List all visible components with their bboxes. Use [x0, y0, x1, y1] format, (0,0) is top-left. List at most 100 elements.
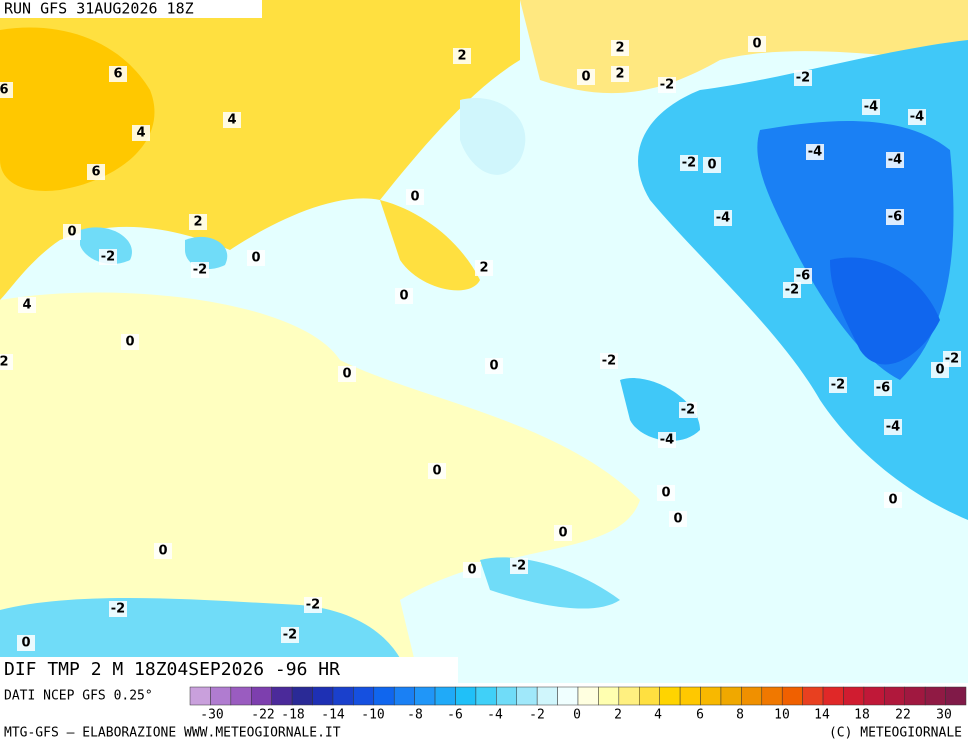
- colorbar-swatch: [618, 686, 640, 706]
- contour-label-bg: [874, 380, 892, 396]
- colorbar-label: -22: [251, 708, 274, 723]
- colorbar-label: 2: [614, 708, 622, 723]
- contour-label-bg: [485, 358, 503, 374]
- contour-label-bg: [63, 224, 81, 240]
- contour-label: -2: [306, 598, 320, 613]
- colorbar-swatch: [843, 686, 865, 706]
- contour-label-bg: [554, 525, 572, 541]
- contour-label-bg: [191, 262, 209, 278]
- contour-label: 0: [935, 363, 944, 378]
- contour-label-bg: [658, 77, 676, 93]
- contour-label: -2: [796, 71, 810, 86]
- colorbar-swatch: [291, 686, 313, 706]
- contour-label: -2: [193, 263, 207, 278]
- contour-label: -2: [681, 403, 695, 418]
- colorbar-swatch: [312, 686, 334, 706]
- contour-label: -4: [660, 433, 674, 448]
- contour-label: 4: [136, 126, 145, 141]
- colorbar-swatch: [557, 686, 579, 706]
- colorbar-swatch: [884, 686, 905, 706]
- colorbar-swatch: [659, 686, 681, 706]
- contour-label: 0: [707, 158, 716, 173]
- contour-label-bg: [17, 635, 35, 651]
- contour-label-bg: [0, 82, 13, 98]
- colorbar-label: -14: [321, 708, 345, 723]
- colorbar-swatch: [924, 686, 946, 706]
- contour-label: 0: [581, 70, 590, 85]
- contour-label: 6: [91, 165, 100, 180]
- colorbar-label: 14: [814, 708, 830, 723]
- colorbar-swatch: [781, 686, 803, 706]
- colorbar-swatch: [516, 686, 538, 706]
- contour-label-bg: [132, 125, 150, 141]
- contour-label: -6: [888, 210, 902, 225]
- colorbar-label: 10: [774, 708, 790, 723]
- colorbar-label: 22: [895, 708, 911, 723]
- contour-label-bg: [510, 558, 528, 574]
- colorbar-swatch: [700, 686, 722, 706]
- colorbar-label: 18: [854, 708, 870, 723]
- contour-label: 6: [113, 67, 122, 82]
- contour-label: 0: [467, 563, 476, 578]
- contour-label-bg: [154, 543, 172, 559]
- colorbar-swatch: [639, 686, 660, 706]
- contour-label-bg: [247, 250, 265, 266]
- colorbar-swatch: [210, 686, 232, 706]
- colorbar-label: 4: [654, 708, 662, 723]
- colorbar-swatch: [679, 686, 701, 706]
- contour-label-bg: [886, 209, 904, 225]
- contour-label: 0: [432, 464, 441, 479]
- colorbar-label: -2: [529, 708, 545, 723]
- field-title: DIF TMP 2 M 18Z04SEP2026 -96 HR: [4, 659, 340, 680]
- contour-label: 0: [661, 486, 670, 501]
- colorbar-label: 0: [573, 708, 581, 723]
- colorbar-swatch: [414, 686, 436, 706]
- colorbar-swatch: [741, 686, 763, 706]
- contour-label: 2: [615, 67, 624, 82]
- colorbar-swatch: [455, 686, 477, 706]
- colorbar-label: -18: [281, 708, 304, 723]
- contour-label-bg: [829, 377, 847, 393]
- colorbar-swatch: [720, 686, 742, 706]
- colorbar-swatch: [761, 686, 783, 706]
- contour-label: -4: [886, 420, 900, 435]
- contour-label-bg: [463, 562, 481, 578]
- contour-label-bg: [657, 485, 675, 501]
- contour-label-bg: [87, 164, 105, 180]
- colorbar-label: -4: [487, 708, 503, 723]
- colorbar-label: -6: [447, 708, 463, 723]
- contour-label: 2: [0, 355, 9, 370]
- contour-label: 0: [125, 335, 134, 350]
- contour-label: 2: [615, 41, 624, 56]
- contour-label: -4: [910, 110, 924, 125]
- contour-label: -4: [864, 100, 878, 115]
- contour-label: -2: [785, 283, 799, 298]
- contour-label-bg: [794, 70, 812, 86]
- contour-label-bg: [475, 260, 493, 276]
- colorbar-swatch: [393, 686, 415, 706]
- colorbar-swatch: [945, 686, 967, 706]
- colorbar-swatch: [332, 686, 354, 706]
- contour-label-bg: [0, 354, 13, 370]
- contour-label-bg: [884, 419, 902, 435]
- contour-label-bg: [428, 463, 446, 479]
- contour-label: -4: [716, 211, 730, 226]
- contour-label-bg: [680, 155, 698, 171]
- contour-label-bg: [908, 109, 926, 125]
- contour-label-bg: [714, 210, 732, 226]
- contour-label: -2: [602, 354, 616, 369]
- contour-label: 2: [457, 49, 466, 64]
- map-field: [0, 0, 968, 683]
- contour-label-bg: [406, 189, 424, 205]
- copyright: (C) METEOGIORNALE: [829, 726, 962, 741]
- contour-label-bg: [931, 362, 949, 378]
- contour-label: -2: [660, 78, 674, 93]
- colorbar-label: 30: [936, 708, 952, 723]
- contour-label-bg: [794, 268, 812, 284]
- field-title-box: [0, 657, 458, 683]
- colorbar-swatch: [536, 686, 558, 706]
- contour-label-bg: [862, 99, 880, 115]
- contour-label-bg: [453, 48, 471, 64]
- colorbar-label: 8: [736, 708, 744, 723]
